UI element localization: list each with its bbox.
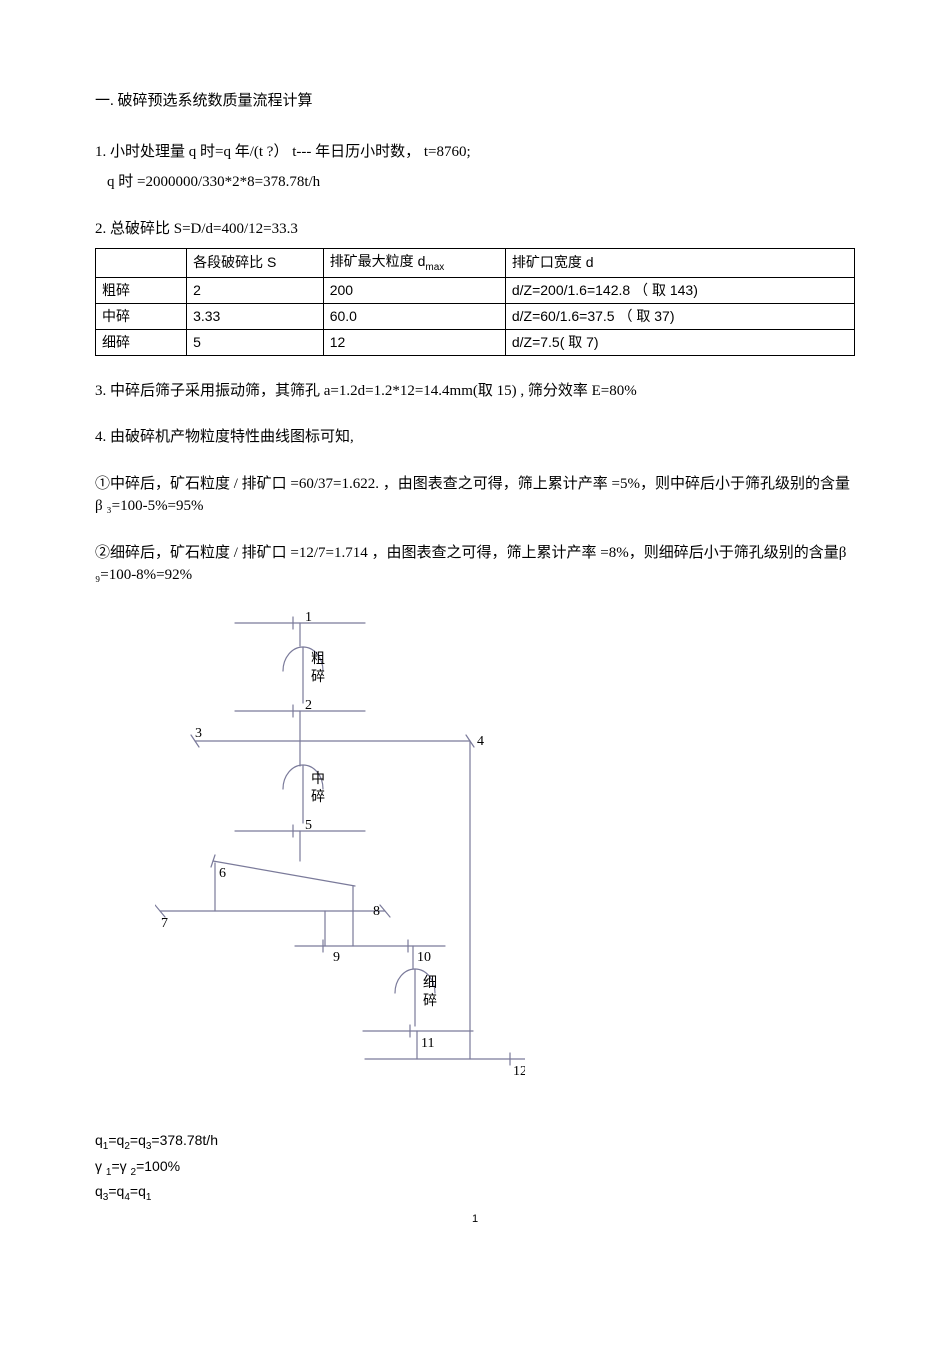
- cell: 粗碎: [96, 277, 187, 303]
- eq1-post: =378.78t/h: [151, 1132, 218, 1148]
- dl-10: 10: [417, 950, 431, 965]
- dl-7: 7: [161, 916, 168, 931]
- cell: 60.0: [323, 303, 505, 329]
- eq2-post: =100%: [136, 1158, 180, 1174]
- diagram-svg: 1 2 3 4 5 6 7 8 9 10 11 12 粗 碎 中 碎 细 碎: [155, 611, 525, 1116]
- dl-5: 5: [305, 818, 312, 833]
- eq3-m1: =q: [108, 1183, 124, 1199]
- dl-zh2: 碎: [311, 789, 325, 805]
- equation-3: q3=q4=q1: [95, 1181, 855, 1205]
- cell: d/Z=200/1.6=142.8 （ 取 143): [505, 277, 854, 303]
- table-header-row: 各段破碎比 S 排矿最大粒度 dmax 排矿口宽度 d: [96, 249, 855, 278]
- equation-1: q1=q2=q3=378.78t/h: [95, 1130, 855, 1154]
- th-1: 各段破碎比 S: [187, 249, 324, 278]
- dl-xi: 细: [423, 975, 437, 991]
- cell: d/Z=60/1.6=37.5 （ 取 37): [505, 303, 854, 329]
- para-2: 2. 总破碎比 S=D/d=400/12=33.3: [95, 218, 855, 241]
- crushing-table: 各段破碎比 S 排矿最大粒度 dmax 排矿口宽度 d 粗碎 2 200 d/Z…: [95, 248, 855, 356]
- dl-2: 2: [305, 698, 312, 713]
- equation-2: γ 1=γ 2=100%: [95, 1156, 855, 1180]
- th-2: 排矿最大粒度 dmax: [323, 249, 505, 278]
- cell: 2: [187, 277, 324, 303]
- section-heading: 一. 破碎预选系统数质量流程计算: [95, 90, 855, 113]
- dl-1: 1: [305, 611, 312, 625]
- dl-12: 12: [513, 1064, 525, 1079]
- eq3-p1: q: [95, 1183, 103, 1199]
- table-row: 细碎 5 12 d/Z=7.5( 取 7): [96, 329, 855, 355]
- cell: d/Z=7.5( 取 7): [505, 329, 854, 355]
- dl-9: 9: [333, 950, 340, 965]
- th-3: 排矿口宽度 d: [505, 249, 854, 278]
- dl-11: 11: [421, 1036, 434, 1051]
- cell: 细碎: [96, 329, 187, 355]
- cell: 200: [323, 277, 505, 303]
- table-row: 粗碎 2 200 d/Z=200/1.6=142.8 （ 取 143): [96, 277, 855, 303]
- th-2-sub: max: [425, 262, 444, 273]
- table-row: 中碎 3.33 60.0 d/Z=60/1.6=37.5 （ 取 37): [96, 303, 855, 329]
- eq1-m2: =q: [130, 1132, 146, 1148]
- cell: 中碎: [96, 303, 187, 329]
- cell: 12: [323, 329, 505, 355]
- th-2-text: 排矿最大粒度 d: [330, 253, 426, 269]
- para-6: ②细碎后，矿石粒度 / 排矿口 =12/7=1.714 ，由图表查之可得，筛上累…: [95, 542, 855, 587]
- dl-zh: 中: [311, 771, 325, 787]
- dl-6: 6: [219, 866, 226, 881]
- eq3-m2: =q: [130, 1183, 146, 1199]
- eq1-p1: q: [95, 1132, 103, 1148]
- flow-diagram: 1 2 3 4 5 6 7 8 9 10 11 12 粗 碎 中 碎 细 碎: [155, 611, 525, 1116]
- para-1-line-1: 1. 小时处理量 q 时=q 年/(t ?） t--- 年日历小时数， t=87…: [95, 141, 855, 164]
- dl-xi2: 碎: [423, 993, 437, 1009]
- cell: 3.33: [187, 303, 324, 329]
- dl-8: 8: [373, 904, 380, 919]
- para-4: 4. 由破碎机产物粒度特性曲线图标可知,: [95, 426, 855, 449]
- eq3-s3: 1: [146, 1192, 152, 1203]
- dl-cu2: 碎: [311, 669, 325, 685]
- page-number: 1: [95, 1211, 855, 1228]
- eq2-p1: γ: [95, 1158, 106, 1174]
- eq2-m1: =γ: [111, 1158, 130, 1174]
- dl-4: 4: [477, 734, 484, 749]
- para-1-line-2: q 时 =2000000/330*2*8=378.78t/h: [95, 171, 855, 194]
- dl-cu: 粗: [311, 651, 325, 667]
- th-0: [96, 249, 187, 278]
- para-3: 3. 中碎后筛子采用振动筛，其筛孔 a=1.2d=1.2*12=14.4mm(取…: [95, 380, 855, 403]
- eq1-m1: =q: [108, 1132, 124, 1148]
- para-5: ①中碎后，矿石粒度 / 排矿口 =60/37=1.622. ，由图表查之可得，筛…: [95, 473, 855, 518]
- dl-3: 3: [195, 726, 202, 741]
- cell: 5: [187, 329, 324, 355]
